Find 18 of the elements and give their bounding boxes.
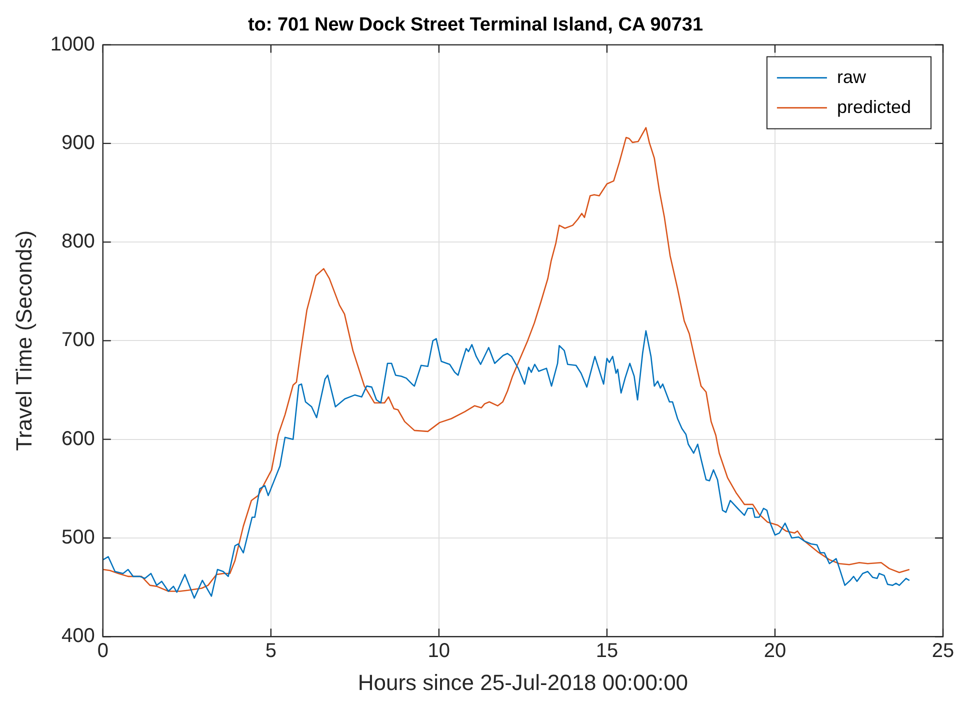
y-axis-title: Travel Time (Seconds) [11,230,36,451]
y-tick-label: 700 [62,329,95,352]
y-tick-label: 600 [62,428,95,450]
y-tick-label: 800 [62,230,95,253]
y-tick-label: 900 [62,132,95,154]
x-tick-label: 20 [764,640,786,662]
x-tick-label: 25 [932,640,954,662]
x-tick-label: 10 [428,640,450,662]
x-tick-label: 0 [97,640,108,662]
x-axis-title: Hours since 25-Jul-2018 00:00:00 [358,670,688,695]
y-tick-label: 1000 [50,33,95,56]
y-tick-label: 500 [62,526,95,548]
legend-label: predicted [836,96,912,117]
y-tick-label: 400 [62,625,95,648]
legend-label: raw [836,66,867,87]
chart-title: to: 701 New Dock Street Terminal Island, CA 90731 [248,14,704,36]
x-tick-label: 15 [596,640,618,662]
x-tick-label: 5 [265,640,276,662]
